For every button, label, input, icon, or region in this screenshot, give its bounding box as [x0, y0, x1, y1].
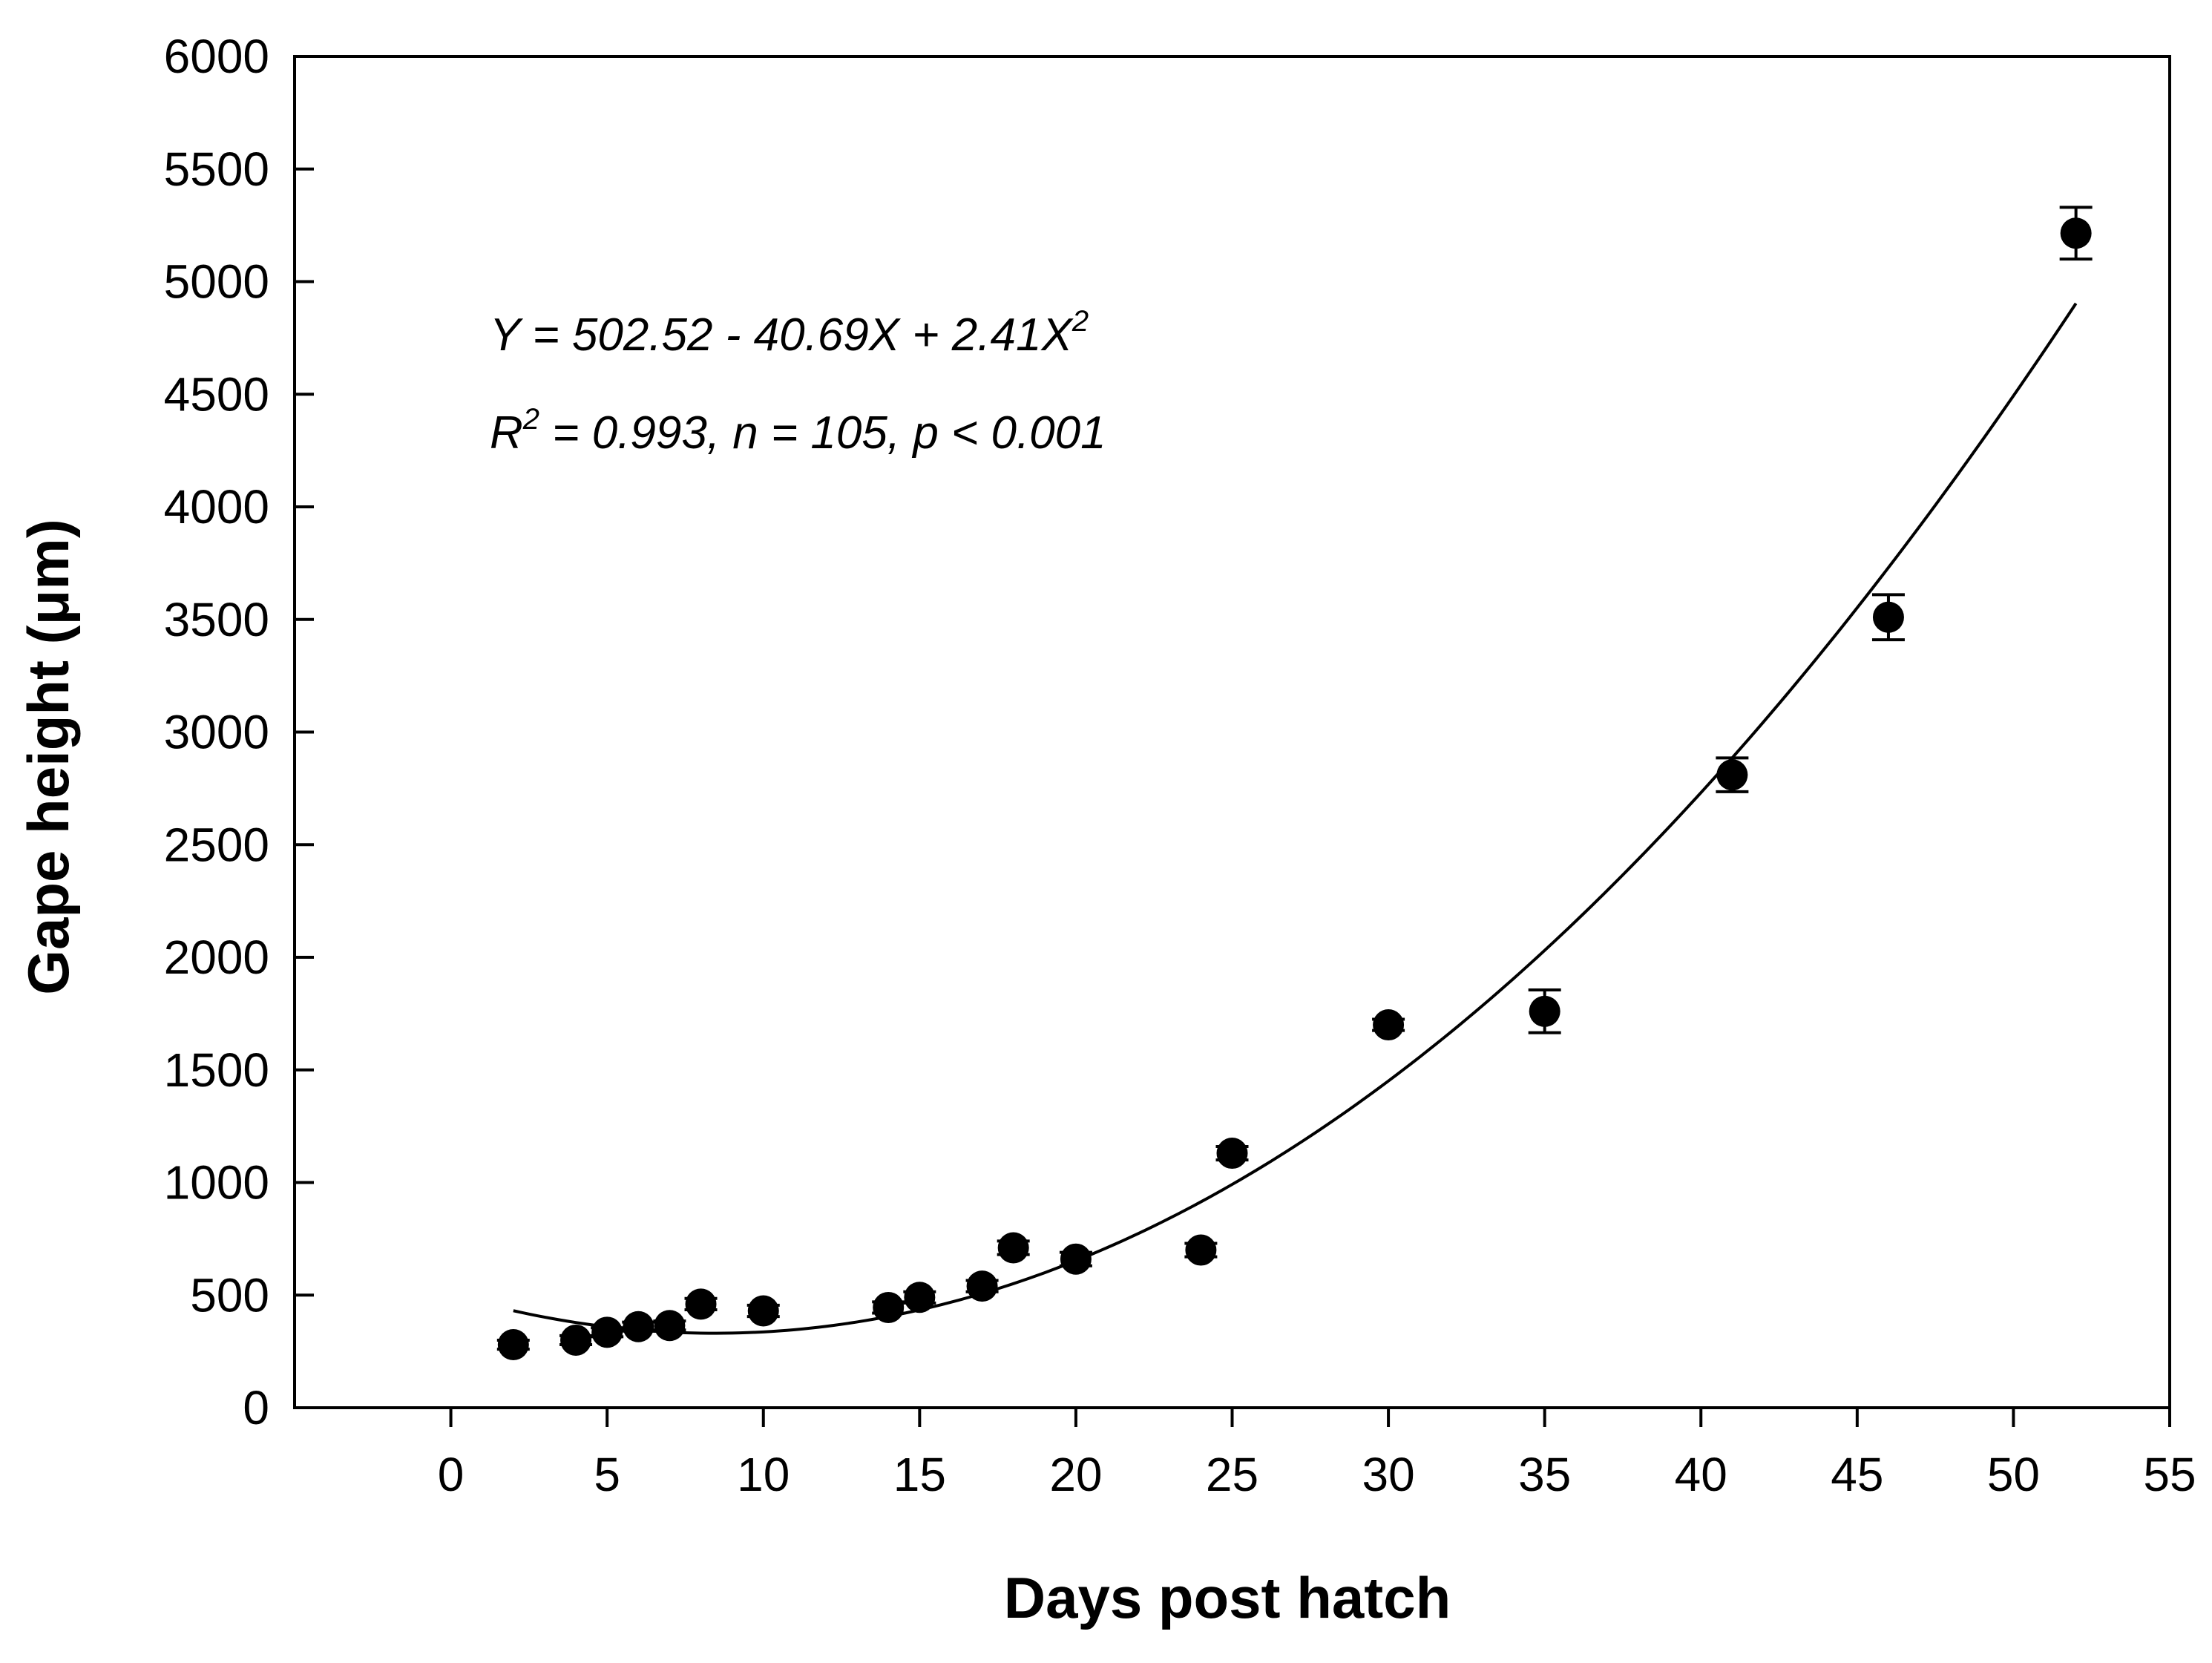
- x-tick-label: 55: [2143, 1448, 2196, 1501]
- x-tick-label: 20: [1049, 1448, 1102, 1501]
- x-tick-label: 15: [893, 1448, 946, 1501]
- x-tick-label: 30: [1362, 1448, 1414, 1501]
- y-tick-label: 5500: [164, 142, 269, 196]
- data-points-layer: [496, 206, 2093, 1361]
- data-point-group: [997, 1232, 1030, 1264]
- data-point: [1716, 759, 1748, 791]
- x-tick-label: 35: [1518, 1448, 1571, 1501]
- y-tick-label: 4500: [164, 367, 269, 421]
- y-tick-label: 2000: [164, 931, 269, 984]
- x-tick-label: 45: [1831, 1448, 1883, 1501]
- data-point-group: [872, 1291, 905, 1323]
- equation-superscript: 2: [1071, 305, 1089, 338]
- regression-equation: Y = 502.52 - 40.69X + 2.41X2: [490, 305, 1089, 361]
- data-point: [1872, 601, 1904, 633]
- y-tick-label: 5000: [164, 255, 269, 309]
- y-tick-label: 6000: [164, 30, 269, 83]
- x-tick-label: 50: [1987, 1448, 2040, 1501]
- x-tick-label: 0: [438, 1448, 465, 1501]
- y-tick-label: 4000: [164, 480, 269, 534]
- x-tick-label: 40: [1675, 1448, 1727, 1501]
- x-axis-title: Days post hatch: [1004, 1565, 1451, 1630]
- y-tick-label: 3000: [164, 706, 269, 759]
- x-tick-label: 10: [737, 1448, 790, 1501]
- data-point-group: [1716, 756, 1749, 793]
- plot-frame: [293, 55, 2171, 1409]
- data-point-group: [591, 1316, 624, 1348]
- data-point-group: [965, 1270, 999, 1302]
- data-point: [873, 1291, 905, 1323]
- data-point: [1060, 1243, 1092, 1275]
- data-point-group: [1184, 1234, 1218, 1266]
- data-point: [591, 1316, 623, 1348]
- x-tick-label: 25: [1206, 1448, 1258, 1501]
- equation-main: Y = 502.52 - 40.69X + 2.41X: [490, 309, 1074, 361]
- data-point: [1529, 995, 1560, 1027]
- data-point-group: [903, 1282, 936, 1313]
- stats-superscript: 2: [522, 403, 539, 436]
- y-tick-label: 500: [190, 1268, 269, 1322]
- data-point: [1216, 1138, 1248, 1170]
- stats-main: = 0.993, n = 105, p < 0.001: [539, 407, 1106, 459]
- fit-curve-layer: [513, 302, 2078, 1335]
- data-point: [1185, 1234, 1217, 1266]
- data-point-group: [653, 1310, 686, 1342]
- data-point-group: [746, 1295, 780, 1327]
- y-tick-label: 0: [243, 1381, 269, 1434]
- data-point: [966, 1270, 998, 1302]
- x-tick-label: 5: [594, 1448, 620, 1501]
- data-point-group: [496, 1329, 530, 1361]
- data-point: [497, 1329, 529, 1361]
- data-point-group: [1215, 1138, 1249, 1170]
- data-point-group: [1372, 1009, 1405, 1041]
- data-point: [685, 1288, 717, 1320]
- y-tick-label: 1500: [164, 1043, 269, 1097]
- data-point-group: [2059, 206, 2093, 261]
- data-point-group: [1528, 988, 1561, 1034]
- data-point-group: [684, 1288, 718, 1320]
- data-point: [904, 1282, 936, 1313]
- fit-curve: [513, 302, 2078, 1335]
- data-point-group: [1059, 1243, 1092, 1275]
- data-point: [623, 1311, 654, 1342]
- data-point: [997, 1232, 1029, 1264]
- y-tick-label: 3500: [164, 593, 269, 646]
- y-tick-label: 2500: [164, 818, 269, 871]
- data-point: [2060, 217, 2092, 249]
- data-point-group: [1871, 593, 1905, 642]
- y-tick-label: 1000: [164, 1156, 269, 1210]
- data-point-group: [559, 1324, 593, 1356]
- data-point: [560, 1324, 592, 1356]
- data-point: [1373, 1009, 1405, 1041]
- data-point-group: [622, 1311, 655, 1342]
- data-point: [747, 1295, 779, 1327]
- data-point: [654, 1310, 686, 1342]
- y-axis-title: Gape height (μm): [16, 519, 81, 994]
- stats-prefix: R: [490, 407, 523, 459]
- regression-statistics: R2 = 0.993, n = 105, p < 0.001: [490, 403, 1106, 459]
- axes: 0500100015002000250030003500400045005000…: [164, 30, 2196, 1501]
